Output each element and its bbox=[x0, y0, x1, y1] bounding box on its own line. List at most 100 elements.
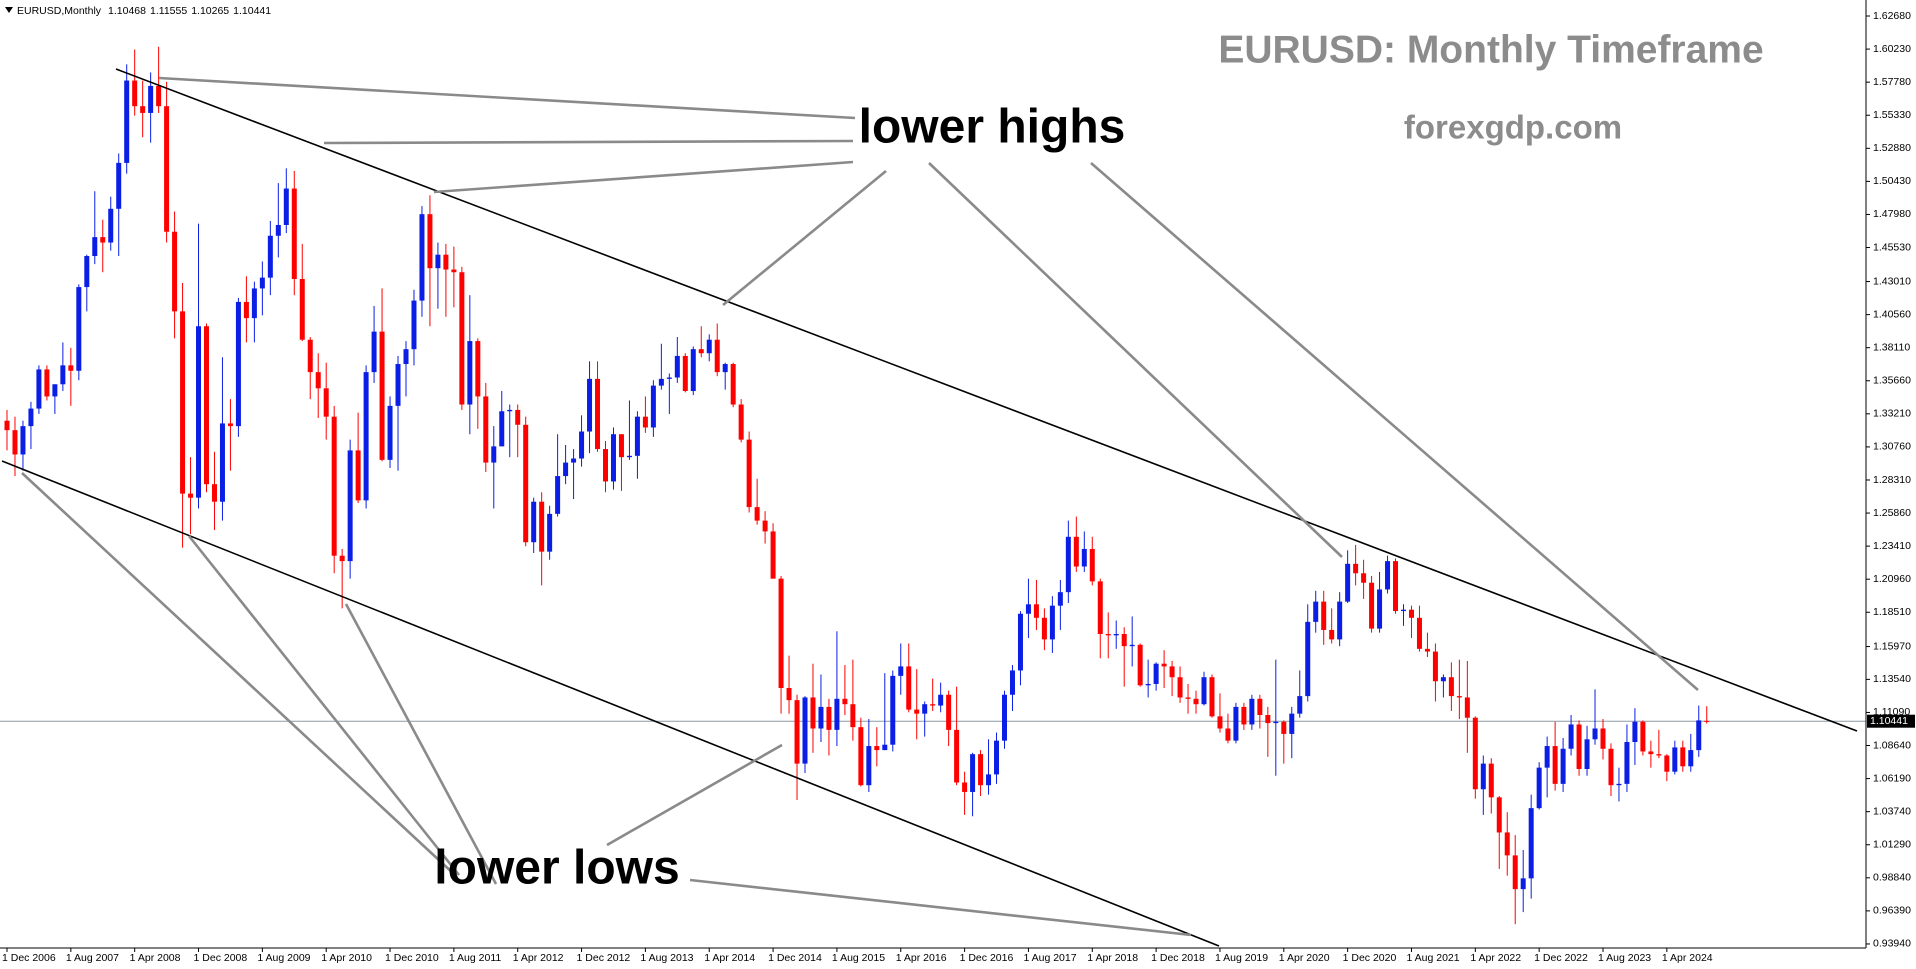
y-tick-label: 1.43010 bbox=[1873, 275, 1911, 287]
candle-body bbox=[1353, 563, 1359, 574]
candle-body bbox=[1480, 763, 1486, 790]
y-tick-label: 1.06190 bbox=[1873, 772, 1911, 784]
candle-body bbox=[1145, 683, 1151, 686]
candle-body bbox=[347, 450, 353, 562]
upper-channel-line bbox=[115, 68, 1858, 732]
candle-body bbox=[1217, 716, 1223, 729]
candle-body bbox=[267, 235, 273, 278]
candle-body bbox=[587, 378, 593, 432]
candle-body bbox=[227, 423, 233, 427]
pointer-line bbox=[928, 162, 1343, 558]
y-tick-label: 1.08640 bbox=[1873, 739, 1911, 751]
x-tick-label: 1 Aug 2013 bbox=[640, 952, 693, 964]
y-tick-label: 1.03740 bbox=[1873, 805, 1911, 817]
candle-body bbox=[507, 409, 513, 412]
candle-body bbox=[754, 507, 760, 521]
candle-body bbox=[251, 288, 257, 319]
candle-body bbox=[1496, 797, 1502, 833]
candle-body bbox=[539, 501, 545, 552]
candle-body bbox=[1121, 634, 1127, 647]
pointer-line bbox=[344, 603, 498, 885]
candle-body bbox=[938, 694, 944, 706]
candle-body bbox=[1073, 536, 1079, 567]
candle-body bbox=[1289, 713, 1295, 734]
candle-body bbox=[555, 476, 561, 514]
candle-body bbox=[1512, 855, 1518, 890]
candle-body bbox=[1161, 663, 1167, 667]
candle-body bbox=[1025, 604, 1031, 614]
y-tick-label: 1.38110 bbox=[1873, 341, 1910, 353]
candle-body bbox=[1664, 755, 1670, 772]
candle-body bbox=[1616, 783, 1622, 786]
candle-body bbox=[132, 80, 138, 107]
candle-body bbox=[1249, 698, 1255, 725]
candle-body bbox=[746, 439, 752, 508]
candle-body bbox=[1472, 717, 1478, 790]
candle-body bbox=[1393, 561, 1399, 612]
menu-arrow[interactable] bbox=[5, 7, 13, 13]
candle-body bbox=[818, 706, 824, 729]
pointer-line bbox=[323, 139, 854, 145]
candle-body bbox=[890, 675, 896, 745]
candle-body bbox=[28, 408, 34, 427]
candle-body bbox=[874, 746, 880, 751]
candle-body bbox=[1153, 663, 1159, 684]
candle-body bbox=[962, 782, 968, 792]
candle-body bbox=[211, 484, 217, 502]
candle-body bbox=[411, 300, 417, 350]
candle-body bbox=[435, 254, 441, 269]
candle-body bbox=[994, 740, 1000, 775]
candle-body bbox=[36, 369, 42, 409]
candle-body bbox=[571, 458, 577, 463]
x-tick-label: 1 Apr 2018 bbox=[1087, 952, 1138, 964]
candle-body bbox=[762, 520, 768, 532]
candle-body bbox=[1033, 604, 1039, 618]
candle-body bbox=[1704, 720, 1710, 722]
candle-body bbox=[1273, 721, 1279, 724]
candle-body bbox=[706, 339, 712, 354]
candle-body bbox=[658, 378, 664, 386]
candle-body bbox=[970, 754, 976, 792]
candle-body bbox=[1209, 677, 1215, 717]
candle-body bbox=[1504, 832, 1510, 856]
candle-body bbox=[1305, 621, 1311, 697]
candle-body bbox=[443, 254, 449, 270]
candle-body bbox=[802, 697, 808, 764]
candle-body bbox=[1233, 706, 1239, 741]
y-tick-label: 1.45530 bbox=[1873, 241, 1911, 253]
candle-body bbox=[1017, 613, 1023, 671]
header-open: 1.10468 bbox=[108, 5, 146, 17]
candle-body bbox=[978, 754, 984, 786]
candle-body bbox=[140, 106, 146, 113]
candle-body bbox=[595, 378, 601, 450]
candle-body bbox=[770, 531, 776, 579]
candle-body bbox=[914, 709, 920, 714]
candle-body bbox=[1057, 592, 1063, 606]
candle-body bbox=[898, 666, 904, 676]
candle-body bbox=[1592, 728, 1598, 740]
candle-body bbox=[1488, 763, 1494, 798]
candle-body bbox=[738, 404, 744, 440]
candle-body bbox=[371, 331, 377, 373]
x-tick-label: 1 Dec 2006 bbox=[2, 952, 56, 964]
candle-body bbox=[722, 364, 728, 373]
candle-body bbox=[164, 106, 170, 232]
x-tick-label: 1 Apr 2012 bbox=[513, 952, 564, 964]
candle-body bbox=[603, 449, 608, 482]
y-tick-label: 1.18510 bbox=[1873, 606, 1911, 618]
candle-body bbox=[930, 704, 936, 706]
candle-body bbox=[1361, 573, 1367, 583]
candle-body bbox=[1584, 739, 1590, 770]
x-tick-label: 1 Apr 2010 bbox=[321, 952, 372, 964]
y-tick-label: 1.55330 bbox=[1873, 109, 1911, 121]
x-tick-label: 1 Dec 2014 bbox=[768, 952, 822, 964]
candle-body bbox=[483, 396, 489, 463]
y-tick-label: 1.40560 bbox=[1873, 308, 1911, 320]
candle-body bbox=[563, 462, 569, 477]
candle-body bbox=[946, 694, 952, 730]
y-tick-label: 0.93940 bbox=[1873, 938, 1911, 950]
candle-body bbox=[1432, 651, 1438, 682]
candle-body bbox=[92, 237, 98, 257]
annotation: lower lows bbox=[434, 842, 679, 895]
